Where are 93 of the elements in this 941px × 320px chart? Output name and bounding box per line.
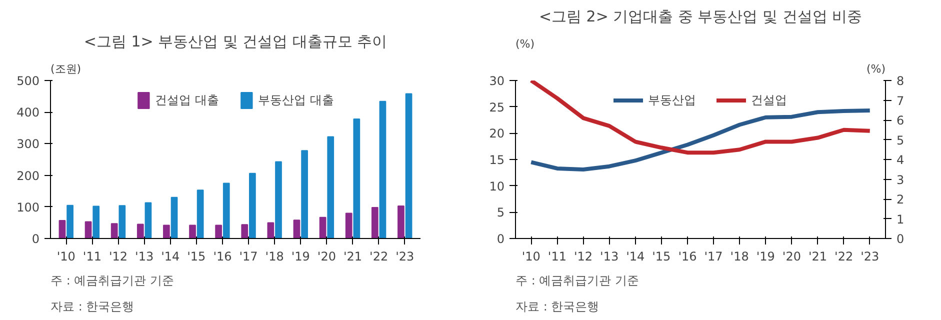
line-series xyxy=(529,80,872,155)
bar xyxy=(110,223,118,238)
bar xyxy=(293,220,300,238)
y-tick-label: 25 xyxy=(489,100,505,114)
x-tick-label: '15 xyxy=(187,250,206,264)
y2-axis-title: (%) xyxy=(866,62,886,76)
y-tick-label: 400 xyxy=(16,106,40,120)
x-tick-label: '16 xyxy=(213,250,232,264)
legend-label: 부동산업 xyxy=(648,92,696,108)
bar xyxy=(267,222,274,238)
y-tick-label: 300 xyxy=(16,137,40,152)
bar xyxy=(196,190,204,238)
x-tick-label: '13 xyxy=(135,250,154,264)
y-tick-label: 30 xyxy=(489,74,505,88)
y2-tick-label: 7 xyxy=(896,94,904,108)
text: 주 : 예금취급기관 기준 xyxy=(516,274,639,288)
legend-label: 건설업 xyxy=(751,92,787,108)
legend-label: 부동산업 대출 xyxy=(258,92,334,108)
bar xyxy=(189,224,196,238)
bar xyxy=(163,224,170,238)
x-tick-label: '17 xyxy=(704,250,723,264)
x-tick-label: '14 xyxy=(626,250,645,264)
y2-tick-label: 4 xyxy=(896,153,904,167)
x-tick-label: '18 xyxy=(730,250,749,264)
y-tick-label: 20 xyxy=(489,126,505,141)
y2-tick-label: 3 xyxy=(896,172,904,187)
x-tick-label: '13 xyxy=(600,250,619,264)
x-tick-label: '22 xyxy=(370,250,388,264)
x-tick-label: '19 xyxy=(291,250,310,264)
y-tick-label: 0 xyxy=(496,232,505,246)
x-tick-label: '11 xyxy=(82,250,102,264)
y-axis-title: (조원) xyxy=(50,62,82,76)
y2-tick-label: 0 xyxy=(896,232,904,246)
x-tick-label: '12 xyxy=(574,250,593,264)
x-tick-label: '12 xyxy=(108,250,128,264)
y2-tick-label: 2 xyxy=(896,192,904,206)
x-tick-label: '18 xyxy=(265,250,284,264)
x-tick-label: '14 xyxy=(161,250,180,264)
y-tick-label: 15 xyxy=(489,153,505,167)
bar xyxy=(371,207,378,238)
bar xyxy=(92,206,100,238)
bar xyxy=(301,150,308,238)
x-tick-label: '16 xyxy=(678,250,697,264)
bar xyxy=(405,93,412,238)
x-tick-label: '21 xyxy=(808,250,828,264)
x-tick-label: '10 xyxy=(56,250,76,264)
bar xyxy=(353,118,360,238)
x-tick-label: '20 xyxy=(782,250,801,264)
y-tick-label: 100 xyxy=(16,200,40,214)
bar xyxy=(170,196,178,238)
bar xyxy=(398,205,404,238)
y-tick-label: 10 xyxy=(489,179,505,194)
y-tick-label: 5 xyxy=(496,206,505,220)
line-series xyxy=(529,108,872,172)
bar xyxy=(379,100,386,238)
bar xyxy=(222,182,230,238)
chart-title: <그림 2> 기업대출 중 부동산업 및 건설업 비중 xyxy=(538,8,862,26)
y-tick-label: 0 xyxy=(32,232,40,246)
y-tick-label: 200 xyxy=(16,168,40,183)
x-tick-label: '23 xyxy=(860,250,880,264)
x-tick-label: '20 xyxy=(317,250,336,264)
bar xyxy=(66,204,74,238)
y-tick-label: 500 xyxy=(16,74,40,88)
bar xyxy=(249,172,256,238)
x-tick-label: '19 xyxy=(756,250,775,264)
legend-label: 건설업 대출 xyxy=(155,92,219,108)
y2-tick-label: 5 xyxy=(896,133,904,148)
x-tick-label: '17 xyxy=(239,250,258,264)
x-tick-label: '10 xyxy=(522,250,540,264)
x-tick-label: '21 xyxy=(343,250,362,264)
bar xyxy=(84,221,92,238)
x-tick-label: '15 xyxy=(652,250,671,264)
y-axis-title: (%) xyxy=(516,38,535,50)
bar xyxy=(144,202,152,238)
bar xyxy=(327,136,334,238)
bar xyxy=(241,224,248,238)
bar xyxy=(275,161,282,238)
bar xyxy=(215,224,222,238)
x-tick-label: '23 xyxy=(396,250,414,264)
y2-tick-label: 8 xyxy=(896,74,904,88)
x-tick-label: '11 xyxy=(548,250,566,264)
text: 자료 : 한국은행 xyxy=(516,300,600,314)
chart-title: <그림 1> 부동산업 및 건설업 대출규모 추이 xyxy=(84,32,388,50)
bar xyxy=(319,216,326,238)
bar xyxy=(118,205,126,238)
text: 자료 : 한국은행 xyxy=(50,300,134,314)
bar xyxy=(345,212,352,238)
bar xyxy=(58,220,66,238)
y2-tick-label: 6 xyxy=(896,114,904,128)
bar xyxy=(136,224,144,238)
x-tick-label: '22 xyxy=(834,250,854,264)
y2-tick-label: 1 xyxy=(896,212,904,226)
text: 주 : 예금취급기관 기준 xyxy=(50,274,174,288)
